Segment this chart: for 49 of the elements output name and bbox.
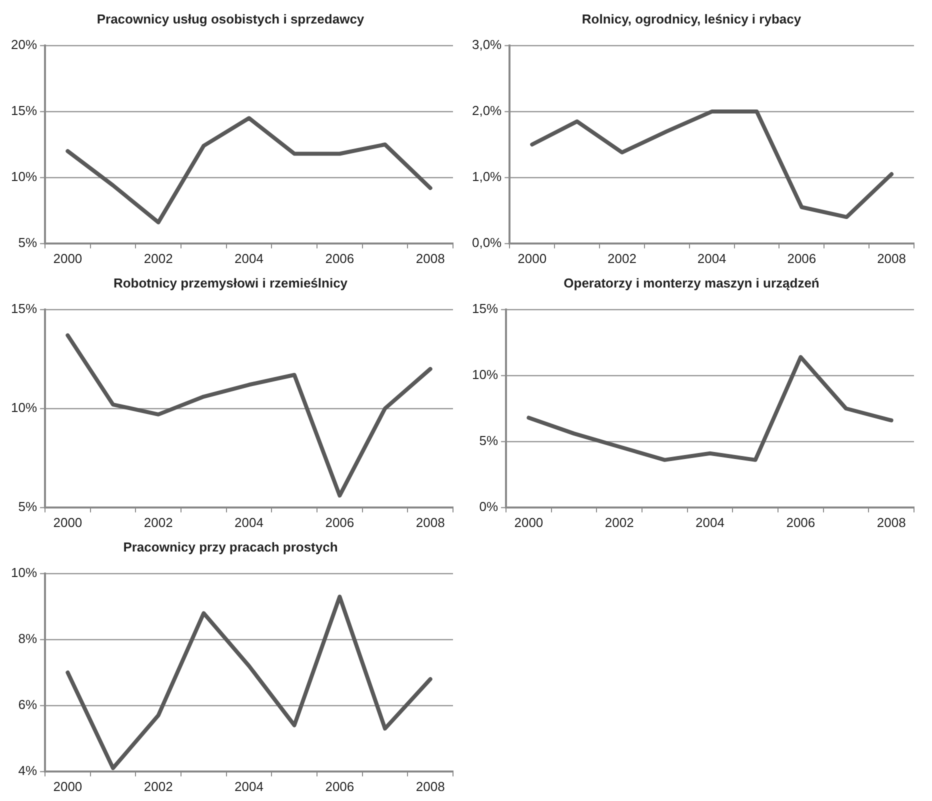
- y-tick-label: 3,0%: [472, 37, 502, 52]
- y-tick-label: 5%: [18, 234, 38, 250]
- y-tick-label: 0%: [479, 498, 498, 514]
- y-tick-label: 6%: [18, 697, 38, 712]
- x-tick-label: 2008: [876, 514, 906, 530]
- x-tick-label: 2006: [325, 250, 354, 266]
- x-tick-label: 2004: [234, 514, 264, 530]
- y-tick-label: 10%: [10, 169, 38, 184]
- x-tick-label: 2006: [325, 514, 354, 530]
- y-tick-label: 0,0%: [472, 234, 502, 250]
- x-tick-label: 2000: [53, 514, 82, 530]
- y-tick-label: 8%: [18, 631, 38, 646]
- x-tick-label: 2002: [604, 514, 634, 530]
- y-tick-label: 10%: [472, 367, 498, 382]
- x-tick-label: 2002: [607, 250, 636, 266]
- x-tick-label: 2000: [514, 514, 544, 530]
- x-tick-label: 2006: [786, 514, 816, 530]
- x-tick-label: 2006: [787, 250, 816, 266]
- x-tick-label: 2008: [416, 514, 445, 530]
- x-tick-label: 2002: [144, 514, 173, 530]
- chart-title: Pracownicy przy pracach prostych: [123, 539, 338, 554]
- y-tick-label: 15%: [10, 103, 38, 118]
- x-tick-label: 2000: [518, 250, 547, 266]
- y-tick-label: 10%: [10, 565, 38, 580]
- x-tick-label: 2000: [53, 250, 82, 266]
- y-tick-label: 15%: [472, 301, 498, 316]
- y-tick-label: 1,0%: [472, 169, 502, 184]
- y-tick-label: 15%: [10, 301, 38, 316]
- x-tick-label: 2006: [325, 778, 354, 794]
- y-tick-label: 5%: [18, 498, 38, 514]
- x-tick-label: 2004: [234, 250, 264, 266]
- y-tick-label: 20%: [10, 37, 38, 52]
- x-tick-label: 2004: [696, 514, 724, 530]
- x-tick-label: 2004: [234, 778, 264, 794]
- chart-title: Operatorzy i monterzy maszyn i urządzeń: [564, 275, 820, 290]
- x-tick-label: 2008: [416, 250, 445, 266]
- y-tick-label: 5%: [479, 433, 498, 448]
- chart-title: Pracownicy usług osobistych i sprzedawcy: [96, 11, 365, 26]
- x-tick-label: 2000: [53, 778, 82, 794]
- y-tick-label: 4%: [18, 762, 38, 778]
- x-tick-label: 2004: [697, 250, 726, 266]
- y-tick-label: 10%: [10, 400, 38, 416]
- chart-title: Robotnicy przemysłowi i rzemieślnicy: [113, 275, 348, 290]
- x-tick-label: 2002: [144, 778, 173, 794]
- x-tick-label: 2008: [416, 778, 445, 794]
- x-tick-label: 2002: [144, 250, 173, 266]
- x-tick-label: 2008: [877, 250, 906, 266]
- y-tick-label: 2,0%: [472, 103, 502, 118]
- chart-title: Rolnicy, ogrodnicy, leśnicy i rybacy: [582, 11, 802, 26]
